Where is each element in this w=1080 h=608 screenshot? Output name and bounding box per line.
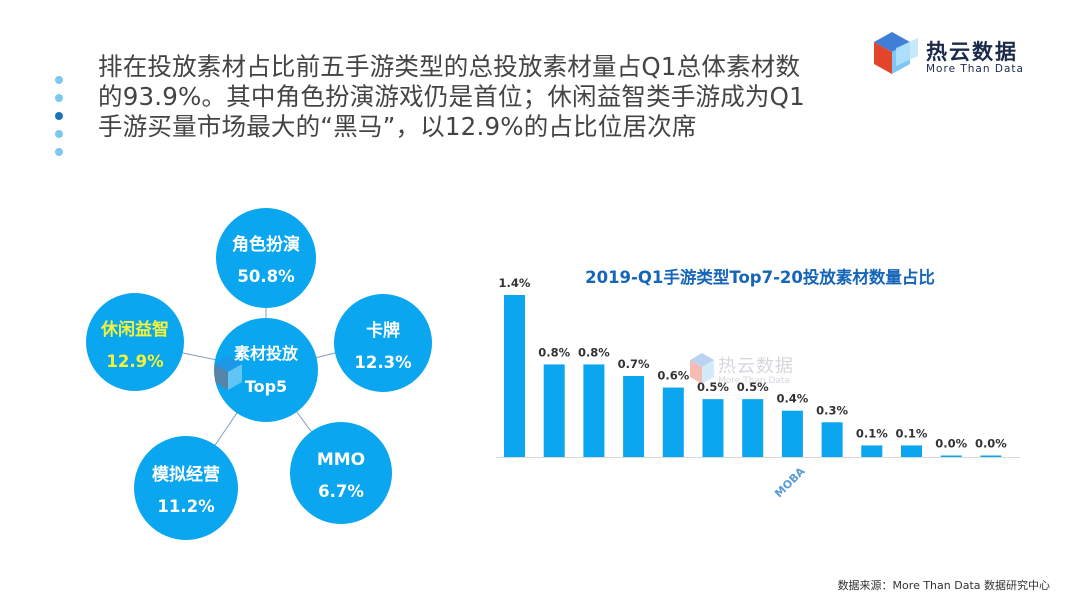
bubble-value: 12.3% bbox=[354, 353, 412, 372]
bullet-dot bbox=[55, 112, 63, 120]
bar bbox=[623, 376, 645, 457]
watermark-tagline: More Than Data bbox=[718, 376, 790, 386]
bullet-dot bbox=[55, 130, 63, 138]
tick-label: MOBA bbox=[772, 464, 808, 500]
bubble-value: 6.7% bbox=[318, 482, 364, 501]
chart-title: 2019-Q1手游类型Top7-20投放素材数量占比 bbox=[585, 268, 935, 287]
logo-tagline: More Than Data bbox=[926, 63, 1024, 75]
bubble-label: 角色扮演 bbox=[232, 235, 300, 255]
data-label: 0.4% bbox=[776, 392, 808, 406]
bar bbox=[980, 455, 1002, 457]
bar bbox=[504, 295, 525, 457]
bar bbox=[662, 387, 684, 457]
brand-logo: 热云数据 More Than Data bbox=[866, 30, 1046, 84]
bar bbox=[583, 364, 605, 457]
bar bbox=[781, 410, 803, 457]
logo-mark-icon bbox=[874, 32, 918, 74]
bar bbox=[821, 422, 843, 457]
watermark-mark-icon bbox=[214, 356, 242, 390]
bar bbox=[702, 399, 724, 457]
data-label: 0.1% bbox=[896, 426, 928, 440]
bullet-dot bbox=[55, 76, 63, 84]
bubble-label: 模拟经营 bbox=[152, 465, 220, 485]
bar bbox=[742, 399, 764, 457]
bubble-simulation: 模拟经营 11.2% bbox=[134, 436, 238, 540]
bubble-label: MMO bbox=[316, 450, 366, 470]
bullet-dot bbox=[55, 94, 63, 102]
center-label-line1: 素材投放 bbox=[233, 344, 298, 363]
data-label: 0.6% bbox=[657, 369, 689, 383]
data-label: 0.3% bbox=[816, 403, 848, 417]
source-note: 数据来源：More Than Data 数据研究中心 bbox=[837, 579, 1050, 592]
data-label: 0.5% bbox=[737, 380, 769, 394]
data-label: 0.8% bbox=[578, 345, 610, 359]
bubble-role-playing: 角色扮演 50.8% bbox=[216, 208, 316, 308]
data-label: 0.0% bbox=[935, 437, 967, 451]
bubble-value: 12.9% bbox=[106, 352, 164, 371]
center-label-line2: Top5 bbox=[244, 377, 288, 396]
bar bbox=[940, 455, 962, 457]
data-label: 0.8% bbox=[538, 345, 570, 359]
bubble-value: 11.2% bbox=[157, 497, 215, 516]
bubble-center: 素材投放 Top5 bbox=[214, 318, 318, 422]
bubble-label: 休闲益智 bbox=[101, 320, 169, 340]
watermark-mark-icon bbox=[690, 353, 714, 384]
bubble-card: 卡牌 12.3% bbox=[334, 294, 432, 392]
watermark-name: 热云数据 bbox=[718, 356, 794, 377]
bubble-value: 50.8% bbox=[237, 267, 295, 286]
bar bbox=[543, 364, 565, 457]
bar bbox=[901, 445, 922, 457]
bar bbox=[861, 445, 883, 457]
data-label: 0.0% bbox=[975, 437, 1007, 451]
chart-watermark: 热云数据 More Than Data bbox=[688, 350, 848, 402]
data-label: 0.7% bbox=[618, 357, 650, 371]
headline-text: 排在投放素材占比前五手游类型的总投放素材量占Q1总体素材数的93.9%。其中角色… bbox=[98, 52, 805, 141]
bubble-casual-puzzle: 休闲益智 12.9% bbox=[86, 293, 184, 391]
bullet-dot bbox=[55, 148, 63, 156]
bar-chart: 1.4% 0.8% 0.8% 0.7% 0.6% 0.5% 0.5% 0.4% MOBA 0.3%… bbox=[496, 276, 1020, 500]
bubble-mmo: MMO 6.7% bbox=[290, 422, 392, 524]
bubble-label: 卡牌 bbox=[366, 321, 400, 341]
data-label: 0.5% bbox=[697, 380, 729, 394]
logo-name: 热云数据 bbox=[926, 40, 1018, 64]
data-label: 1.4% bbox=[499, 276, 531, 290]
data-label: 0.1% bbox=[856, 426, 888, 440]
bullet-list-decoration bbox=[52, 76, 66, 166]
